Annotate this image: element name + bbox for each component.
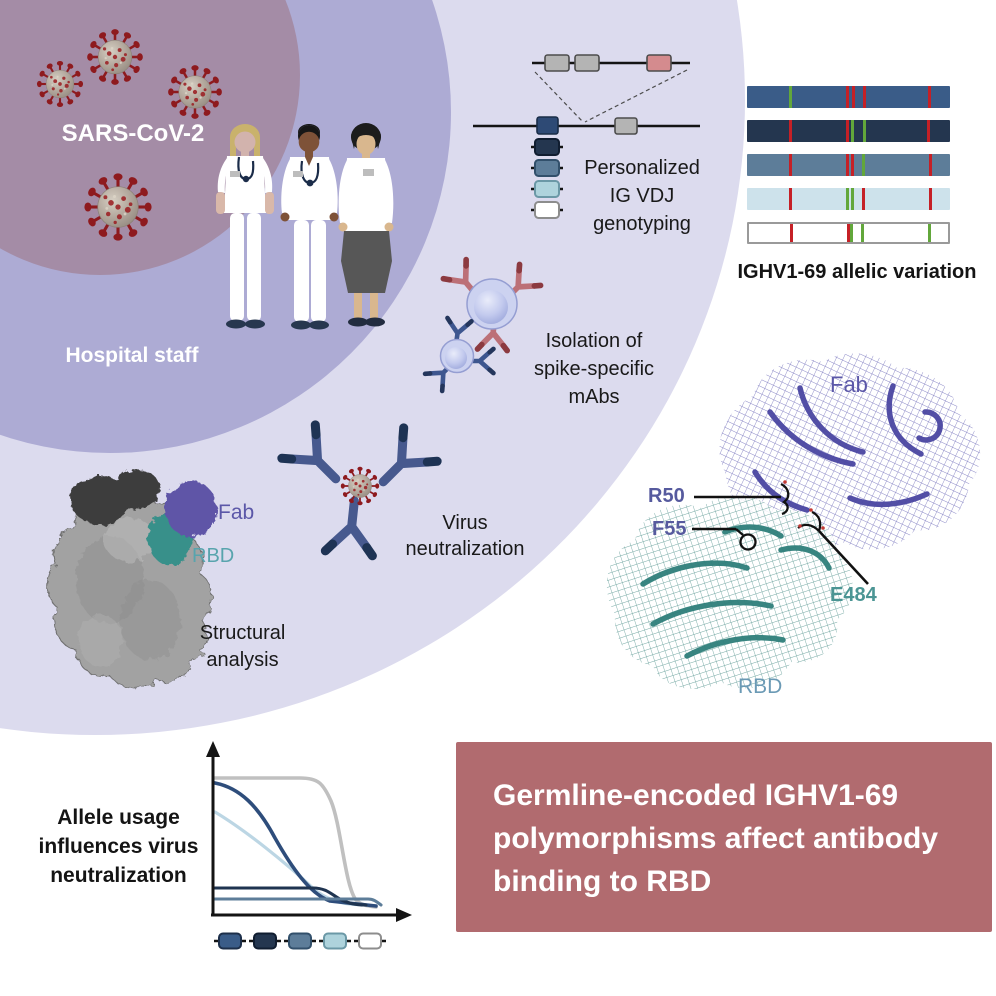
gene-box-pink bbox=[646, 54, 672, 72]
isolation-line: Isolation of bbox=[545, 330, 643, 352]
green-variant-tick bbox=[928, 224, 932, 242]
ighv-allele-bar bbox=[747, 154, 950, 176]
red-variant-tick bbox=[846, 120, 850, 142]
red-variant-tick bbox=[862, 86, 866, 108]
gene-box-gray bbox=[544, 54, 570, 72]
red-variant-tick bbox=[845, 154, 849, 176]
ighv-allele-bar bbox=[747, 222, 950, 244]
allele-gene-column bbox=[531, 138, 563, 219]
green-variant-tick bbox=[788, 86, 792, 108]
residue-e484-label: E484 bbox=[830, 584, 877, 606]
gene-box-gray bbox=[574, 54, 600, 72]
annotation-lines bbox=[692, 495, 869, 585]
red-variant-tick bbox=[788, 154, 792, 176]
allele-gene-box-allele-5-white bbox=[534, 201, 560, 219]
allele-gene-box-allele-2-dark-navy bbox=[534, 138, 560, 156]
virus-neutralization-label: Virus neutralization bbox=[395, 510, 535, 562]
legend-gene-box-allele-1-medium-blue bbox=[218, 932, 242, 950]
chart-axes bbox=[206, 741, 412, 922]
green-variant-tick bbox=[851, 188, 855, 210]
hospital-staff-label: Hospital staff bbox=[65, 344, 199, 367]
neutralization-line: neutralization bbox=[405, 538, 525, 560]
structural-line: analysis bbox=[206, 649, 279, 671]
red-variant-tick bbox=[862, 188, 866, 210]
allele-gene-box-allele-4-light-blue bbox=[534, 180, 560, 198]
rbd-label-small: RBD bbox=[192, 545, 235, 567]
conclusion-line: binding to RBD bbox=[493, 865, 712, 898]
green-variant-tick bbox=[860, 224, 864, 242]
gene-box-gray bbox=[614, 117, 638, 135]
legend-gene-box-allele-3-slate-blue bbox=[288, 932, 312, 950]
red-variant-tick bbox=[928, 86, 932, 108]
staff-figure-doctor bbox=[280, 124, 339, 330]
green-variant-tick bbox=[861, 154, 865, 176]
b-cell-isolation-art bbox=[425, 260, 541, 391]
structural-line: Structural bbox=[199, 622, 286, 644]
green-variant-tick bbox=[862, 120, 866, 142]
fab-label-large: Fab bbox=[830, 372, 868, 397]
green-variant-tick bbox=[850, 224, 854, 242]
chart-curves bbox=[213, 776, 383, 909]
hospital-staff-figures bbox=[216, 123, 394, 330]
red-variant-tick bbox=[789, 224, 793, 242]
ighv-allele-bar bbox=[747, 120, 950, 142]
isolation-label: Isolation of spike-specific mAbs bbox=[524, 327, 664, 411]
legend-gene-box-allele-5-white bbox=[358, 932, 382, 950]
structural-analysis-label: Structural analysis bbox=[190, 620, 295, 674]
genotyping-line: genotyping bbox=[593, 213, 691, 235]
red-variant-tick bbox=[851, 86, 855, 108]
red-variant-tick bbox=[846, 86, 850, 108]
residue-r50-label: R50 bbox=[648, 485, 685, 507]
fab-rbd-complex-art bbox=[606, 353, 981, 689]
rbd-mesh bbox=[606, 495, 853, 689]
legend-gene-box-allele-2-dark-navy bbox=[253, 932, 277, 950]
neutralization-line: Virus bbox=[442, 512, 488, 534]
allele-usage-line: neutralization bbox=[50, 864, 187, 887]
vdj-genotyping-diagram bbox=[473, 54, 700, 219]
allele-usage-label: Allele usage influences virus neutraliza… bbox=[16, 803, 221, 890]
allelic-variation-label: IGHV1-69 allelic variation bbox=[737, 261, 977, 283]
staff-figure-nurse bbox=[216, 124, 274, 329]
allele-usage-line: Allele usage bbox=[57, 806, 180, 829]
chart-allele-legend bbox=[214, 932, 386, 950]
fab-label-small: Fab bbox=[218, 501, 255, 524]
red-variant-tick bbox=[851, 154, 855, 176]
red-variant-tick bbox=[788, 120, 792, 142]
conclusion-line: polymorphisms affect antibody bbox=[493, 822, 939, 855]
allele-gene-box-allele-3-slate-blue bbox=[534, 159, 560, 177]
allele-usage-line: influences virus bbox=[38, 835, 199, 858]
genotyping-label: Personalized IG VDJ genotyping bbox=[572, 154, 712, 238]
ighv-allele-bar bbox=[747, 86, 950, 108]
red-variant-tick bbox=[928, 188, 932, 210]
red-variant-tick bbox=[926, 120, 930, 142]
red-variant-tick bbox=[928, 154, 932, 176]
residue-f55-label: F55 bbox=[652, 518, 687, 540]
genotyping-line: Personalized bbox=[584, 157, 700, 179]
ighv-allelic-variation-bars bbox=[747, 86, 950, 256]
ighv-allele-bar bbox=[747, 188, 950, 210]
neutralization-chart bbox=[206, 741, 412, 950]
genotyping-line: IG VDJ bbox=[609, 185, 675, 207]
fab-blob bbox=[165, 481, 217, 537]
conclusion-banner: Germline-encoded IGHV1-69 polymorphisms … bbox=[456, 742, 992, 932]
rbd-label-large: RBD bbox=[738, 675, 783, 698]
isolation-line: mAbs bbox=[568, 386, 620, 408]
spike-structure-art bbox=[46, 469, 217, 689]
sars-cov2-label: SARS-CoV-2 bbox=[61, 120, 205, 147]
gene-box-navy bbox=[536, 116, 559, 135]
red-variant-tick bbox=[788, 188, 792, 210]
isolation-line: spike-specific bbox=[533, 358, 655, 380]
red-variant-tick bbox=[846, 224, 850, 242]
conclusion-line: Germline-encoded IGHV1-69 bbox=[493, 779, 899, 812]
legend-gene-box-allele-4-light-blue bbox=[323, 932, 347, 950]
green-variant-tick bbox=[851, 120, 855, 142]
staff-figure-staff-member bbox=[338, 123, 394, 327]
green-variant-tick bbox=[846, 188, 850, 210]
